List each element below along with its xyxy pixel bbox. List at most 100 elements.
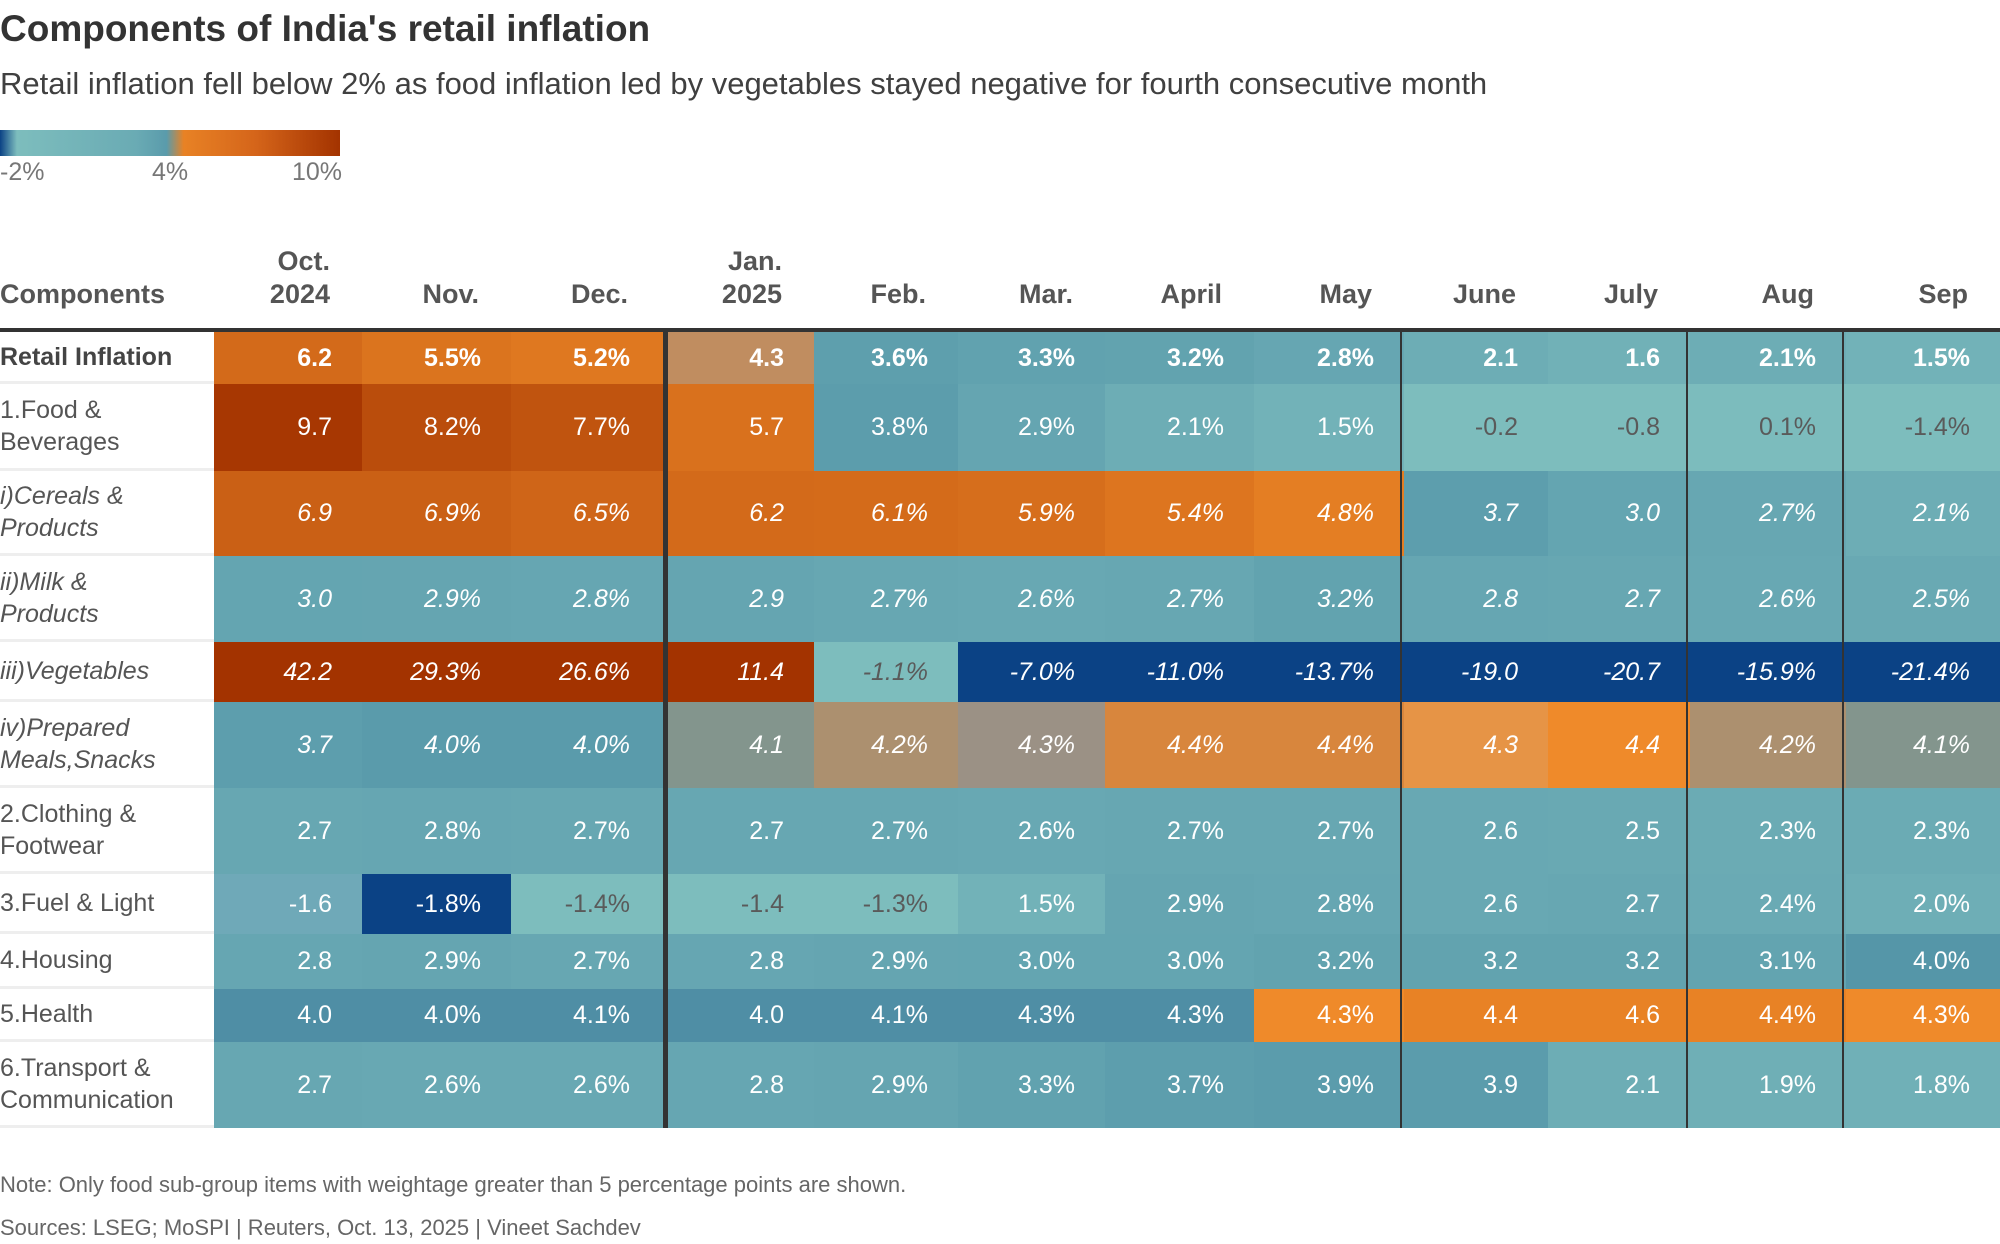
heatmap-cell: 2.6 [1404,788,1548,874]
heatmap-cell: 2.9% [814,1042,958,1128]
heatmap-cell: 4.1 [666,702,814,788]
heatmap-cell: 4.3% [958,989,1105,1042]
heatmap-cell: 2.7 [214,788,362,874]
heatmap-cell: 2.8% [1254,874,1404,934]
row-label-line: Footwear [0,831,105,860]
heatmap-cell: 2.8 [666,1042,814,1128]
heatmap-cell: 6.5% [511,471,666,556]
heatmap-cell: 2.7% [1690,471,1846,556]
heatmap-cell: -1.1% [814,642,958,702]
heatmap-cell: 4.3% [1846,989,2000,1042]
heatmap-cell: 6.2 [214,332,362,384]
column-header-line: June [1452,279,1516,309]
row-label-line: Beverages [0,428,120,456]
heatmap-cell: 2.9% [362,934,511,989]
heatmap-cell: 2.7 [214,1042,362,1128]
heatmap-cell: 3.9% [1254,1042,1404,1128]
heatmap-cell: 6.9% [362,471,511,556]
column-header-line: May [1319,279,1372,309]
column-header: June [1404,245,1516,311]
heatmap-cell: 2.9% [1105,874,1254,934]
heatmap-cell: 2.6 [1404,874,1548,934]
column-divider [1686,332,1688,1128]
heatmap-cell: 5.9% [958,471,1105,556]
heatmap-cell: 1.5% [1846,332,2000,384]
row-label-line: Retail Inflation [0,342,173,371]
heatmap-cell: 3.7 [1404,471,1548,556]
column-header-line: Feb. [870,279,926,309]
row-label-line: 6.Transport & [0,1053,151,1082]
column-header-line: Jan. [727,246,782,276]
heatmap-cell: 2.4% [1690,874,1846,934]
column-header: Mar. [958,245,1073,311]
heatmap-cell: 2.7% [511,934,666,989]
heatmap-cell: 1.6 [1548,332,1690,384]
heatmap-cell: 2.7% [1254,788,1404,874]
heatmap-cell: -1.3% [814,874,958,934]
column-header-line: Nov. [422,279,479,309]
heatmap-cell: -0.2 [1404,384,1548,471]
header-divider [0,328,2000,332]
column-header-line: 2025 [721,279,782,309]
heatmap-cell: 4.0 [666,989,814,1042]
heatmap-cell: -1.4 [666,874,814,934]
column-header: Nov. [362,245,479,311]
column-header: May [1254,245,1372,311]
legend-label-mid: 4% [152,158,189,186]
row-label-line: 1.Food & [0,396,102,424]
heatmap-cell: 2.6% [1690,556,1846,642]
heatmap-cell: 4.3% [958,702,1105,788]
column-header-line: Oct. [277,246,330,276]
heatmap-cell: -7.0% [958,642,1105,702]
heatmap-cell: 4.3 [1404,702,1548,788]
row-label: i)Cereals & Products [0,471,214,556]
row-label: 3.Fuel & Light [0,874,214,934]
legend-label-max: 10% [292,158,343,186]
heatmap-cell: 1.9% [1690,1042,1846,1128]
heatmap-cell: 3.2% [1105,332,1254,384]
heatmap-cell: 2.1 [1404,332,1548,384]
heatmap-cell: -11.0% [1105,642,1254,702]
column-header: Oct. 2024 [214,245,330,311]
row-label-line: 3.Fuel & Light [0,888,155,917]
heatmap-cell: 3.1% [1690,934,1846,989]
row-label-line: Products [0,599,99,628]
row-label-line: ii)Milk & [0,567,88,596]
heatmap-cell: 2.6% [511,1042,666,1128]
heatmap-cell: 1.5% [958,874,1105,934]
row-label-line: Meals,Snacks [0,745,156,774]
column-header: Jan. 2025 [666,245,782,311]
color-legend-bar [0,130,340,156]
heatmap-cell: 4.0% [362,702,511,788]
heatmap-cell: 3.0% [1105,934,1254,989]
heatmap-cell: 11.4 [666,642,814,702]
heatmap-cell: -1.4% [1846,384,2000,471]
heatmap-cell: 4.4 [1404,989,1548,1042]
heatmap-cell: 2.9% [958,384,1105,471]
heatmap-cell: 2.7 [666,788,814,874]
column-header-line: July [1603,279,1658,309]
row-label-line: iv)Prepared [0,713,130,742]
column-divider [1842,332,1844,1128]
source-line: Sources: LSEG; MoSPI | Reuters, Oct. 13,… [0,1215,641,1240]
heatmap-cell: 4.2% [1690,702,1846,788]
heatmap-cell: 4.1% [1846,702,2000,788]
heatmap-cell: 4.0% [1846,934,2000,989]
column-header-line: Aug [1761,279,1814,309]
heatmap-cell: 2.8% [362,788,511,874]
row-label: iii)Vegetables [0,642,214,702]
heatmap-cell: -21.4% [1846,642,2000,702]
heatmap-cell: 2.7% [1105,556,1254,642]
heatmap-cell: 2.8 [214,934,362,989]
heatmap-cell: 2.7% [511,788,666,874]
heatmap-cell: 4.6 [1548,989,1690,1042]
heatmap-cell: 2.5 [1548,788,1690,874]
heatmap-cell: 2.9 [666,556,814,642]
heatmap-cell: 2.7% [814,788,958,874]
heatmap-cell: 4.3% [1254,989,1404,1042]
heatmap-cell: 0.1% [1690,384,1846,471]
heatmap-cell: 2.6% [958,556,1105,642]
heatmap-cell: 8.2% [362,384,511,471]
heatmap-cell: 4.1% [814,989,958,1042]
column-header: April [1105,245,1222,311]
